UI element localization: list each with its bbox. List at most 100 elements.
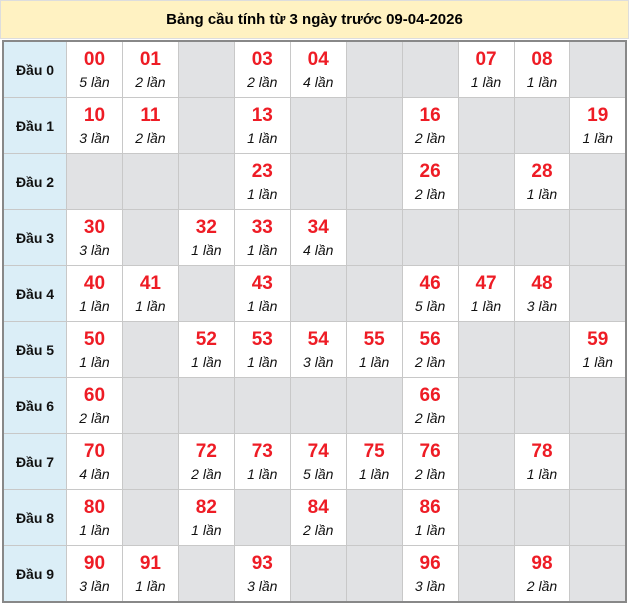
empty-cell bbox=[345, 97, 403, 154]
number-cell: 98 2 lần bbox=[513, 545, 571, 603]
number-cell: 41 1 lần bbox=[121, 265, 179, 322]
number: 96 bbox=[419, 552, 441, 574]
number: 43 bbox=[251, 272, 273, 294]
empty-cell bbox=[457, 545, 515, 603]
empty-cell bbox=[177, 545, 235, 603]
empty-cell bbox=[121, 321, 179, 378]
number: 59 bbox=[587, 328, 609, 350]
number-cell: 59 1 lần bbox=[569, 321, 627, 378]
empty-cell bbox=[289, 377, 347, 434]
count: 2 lần bbox=[414, 409, 446, 426]
number: 53 bbox=[251, 328, 273, 350]
number-cell: 28 1 lần bbox=[513, 153, 571, 210]
number: 48 bbox=[531, 272, 553, 294]
number-cell: 07 1 lần bbox=[457, 40, 515, 98]
count: 1 lần bbox=[526, 185, 558, 202]
number-cell: 00 5 lần bbox=[66, 40, 123, 98]
number-cell: 08 1 lần bbox=[513, 40, 571, 98]
count: 1 lần bbox=[358, 465, 390, 482]
number: 08 bbox=[531, 48, 553, 70]
count: 1 lần bbox=[79, 353, 110, 370]
empty-cell bbox=[177, 97, 235, 154]
row-label: Đầu 5 bbox=[2, 321, 67, 378]
empty-cell bbox=[66, 153, 123, 210]
number: 26 bbox=[419, 160, 441, 182]
number: 98 bbox=[531, 552, 553, 574]
number: 32 bbox=[195, 216, 217, 238]
count: 3 lần bbox=[247, 577, 278, 594]
number-cell: 76 2 lần bbox=[401, 433, 459, 490]
count: 2 lần bbox=[135, 129, 166, 146]
empty-cell bbox=[513, 489, 571, 546]
number: 90 bbox=[83, 552, 106, 574]
table-title: Bảng cầu tính từ 3 ngày trước 09-04-2026 bbox=[0, 0, 629, 39]
count: 1 lần bbox=[526, 465, 558, 482]
count: 1 lần bbox=[247, 465, 278, 482]
number: 80 bbox=[83, 496, 106, 518]
empty-cell bbox=[569, 265, 627, 322]
count: 3 lần bbox=[526, 297, 558, 314]
number-cell: 43 1 lần bbox=[233, 265, 291, 322]
count: 1 lần bbox=[414, 521, 446, 538]
count: 4 lần bbox=[303, 73, 334, 90]
empty-cell bbox=[457, 433, 515, 490]
number-cell: 84 2 lần bbox=[289, 489, 347, 546]
number-cell: 75 1 lần bbox=[345, 433, 403, 490]
count: 3 lần bbox=[79, 241, 110, 258]
table-row: Đầu 8 80 1 lần 82 1 lần 84 2 lần 86 1 lần bbox=[2, 489, 627, 546]
number: 04 bbox=[307, 48, 329, 70]
empty-cell bbox=[289, 97, 347, 154]
count: 2 lần bbox=[414, 465, 446, 482]
count: 1 lần bbox=[526, 73, 558, 90]
number-cell: 55 1 lần bbox=[345, 321, 403, 378]
number-cell: 60 2 lần bbox=[66, 377, 123, 434]
number: 74 bbox=[307, 440, 329, 462]
number-cell: 32 1 lần bbox=[177, 209, 235, 266]
number: 55 bbox=[363, 328, 385, 350]
count: 5 lần bbox=[414, 297, 446, 314]
count: 1 lần bbox=[191, 353, 222, 370]
count: 3 lần bbox=[414, 577, 446, 594]
count: 1 lần bbox=[247, 129, 278, 146]
number-cell: 03 2 lần bbox=[233, 40, 291, 98]
count: 1 lần bbox=[191, 521, 222, 538]
row-label: Đầu 1 bbox=[2, 97, 67, 154]
count: 2 lần bbox=[526, 577, 558, 594]
number: 75 bbox=[363, 440, 385, 462]
empty-cell bbox=[569, 433, 627, 490]
table-row: Đầu 5 50 1 lần 52 1 lần 53 1 lần 54 3 lần 55 1 lần… bbox=[2, 321, 627, 378]
empty-cell bbox=[345, 545, 403, 603]
empty-cell bbox=[345, 209, 403, 266]
number: 40 bbox=[83, 272, 106, 294]
empty-cell bbox=[345, 377, 403, 434]
empty-cell bbox=[457, 321, 515, 378]
table-row: Đầu 0 00 5 lần 01 2 lần 03 2 lần 04 4 lần 07 1 lần… bbox=[2, 40, 627, 98]
number-cell: 04 4 lần bbox=[289, 40, 347, 98]
number-cell: 40 1 lần bbox=[66, 265, 123, 322]
number-cell: 13 1 lần bbox=[233, 97, 291, 154]
number: 56 bbox=[419, 328, 441, 350]
count: 1 lần bbox=[191, 241, 222, 258]
count: 1 lần bbox=[582, 129, 613, 146]
number: 13 bbox=[251, 104, 273, 126]
empty-cell bbox=[569, 377, 627, 434]
empty-cell bbox=[121, 489, 179, 546]
empty-cell bbox=[569, 40, 627, 98]
cau-table: Đầu 0 00 5 lần 01 2 lần 03 2 lần 04 4 lần 07 1 lần… bbox=[2, 40, 627, 603]
count: 1 lần bbox=[470, 73, 502, 90]
empty-cell bbox=[569, 209, 627, 266]
number-cell: 30 3 lần bbox=[66, 209, 123, 266]
number: 70 bbox=[83, 440, 106, 462]
count: 1 lần bbox=[79, 521, 110, 538]
number: 19 bbox=[587, 104, 609, 126]
count: 2 lần bbox=[135, 73, 166, 90]
table-row: Đầu 6 60 2 lần 66 2 lần bbox=[2, 377, 627, 434]
empty-cell bbox=[345, 489, 403, 546]
count: 2 lần bbox=[191, 465, 222, 482]
count: 2 lần bbox=[414, 185, 446, 202]
number: 30 bbox=[83, 216, 106, 238]
count: 1 lần bbox=[247, 353, 278, 370]
count: 1 lần bbox=[358, 353, 390, 370]
number: 66 bbox=[419, 384, 441, 406]
number-cell: 78 1 lần bbox=[513, 433, 571, 490]
